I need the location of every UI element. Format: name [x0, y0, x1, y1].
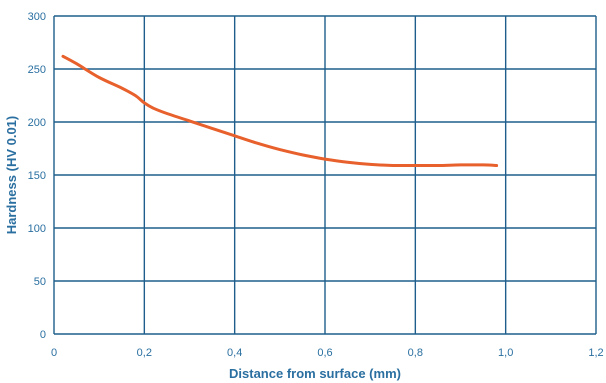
hardness-series-line [61, 54, 499, 168]
y-tick-label: 300 [28, 11, 46, 23]
x-tick-label: 1,2 [588, 347, 603, 359]
x-tick-label: 0,4 [227, 347, 242, 359]
y-tick-label: 100 [28, 223, 46, 235]
x-tick-label: 0,6 [317, 347, 332, 359]
y-tick-label: 250 [28, 64, 46, 76]
y-tick-label: 150 [28, 170, 46, 182]
x-tick-label: 0 [51, 347, 57, 359]
x-tick-label: 1,0 [498, 347, 513, 359]
y-axis-title: Hardness (HV 0.01) [4, 116, 19, 235]
y-tick-label: 200 [28, 117, 46, 129]
tick-layer: 0 0,2 0,4 0,6 0,8 1,0 1,2 0 50 100 150 200 250 300 [28, 11, 604, 359]
x-tick-label: 0,8 [408, 347, 423, 359]
series-layer [61, 54, 499, 168]
grid-layer [53, 15, 597, 335]
y-tick-label: 0 [40, 329, 46, 341]
y-tick-label: 50 [34, 276, 46, 288]
x-axis-title: Distance from surface (mm) [229, 366, 401, 381]
x-tick-label: 0,2 [137, 347, 152, 359]
